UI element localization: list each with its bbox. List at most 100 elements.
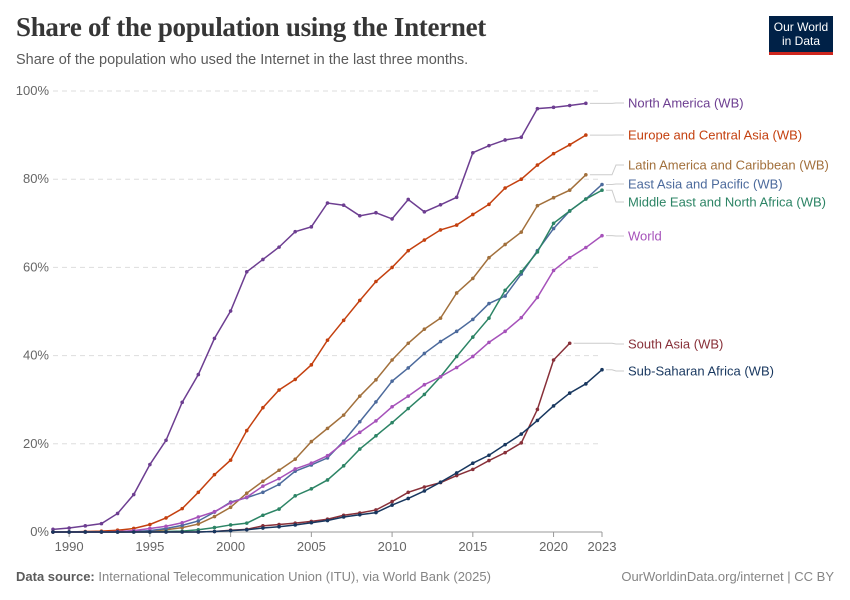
data-point [535,163,540,167]
data-point [406,366,411,370]
y-tick-label: 100% [16,83,50,98]
license-link[interactable]: OurWorldinData.org/internet | CC BY [621,569,834,584]
data-point [374,434,378,438]
data-point [487,143,491,148]
data-point [212,336,217,341]
data-point [535,106,540,111]
data-point [600,182,604,187]
data-point [551,404,556,408]
data-point [422,210,427,214]
data-point [293,229,298,234]
data-point [51,530,55,534]
x-axis: 1990 1995 2000 2005 2010 2015 2020 2023 [53,531,616,554]
owid-logo[interactable]: Our World in Data [769,16,833,55]
data-point [567,188,572,193]
logo-line-1: Our World [773,20,829,34]
x-tick-label: 2020 [539,539,568,554]
data-point [567,391,572,395]
data-point [293,467,298,471]
data-point [67,530,71,534]
data-point [148,530,152,534]
data-point [374,400,378,404]
label-connector [589,164,624,176]
data-source-label: Data source: [16,569,95,584]
series-label: World [628,229,662,244]
data-point [341,203,346,208]
series-label: Europe and Central Asia (WB) [628,128,802,143]
data-point [148,462,152,467]
data-point [309,439,314,444]
data-point [454,291,459,295]
data-point [519,135,524,140]
data-point [357,513,362,517]
series-line [53,369,603,533]
data-point [131,530,136,534]
data-point [438,374,443,379]
logo-line-2: in Data [781,34,821,48]
data-point [244,491,249,495]
data-point [584,172,588,177]
series-line [53,235,603,533]
data-point [422,485,427,489]
data-point [309,363,314,367]
data-point [99,530,104,534]
data-point [454,329,459,334]
data-point [212,509,217,514]
data-point [341,441,346,445]
data-point [277,388,281,392]
data-point [357,430,362,435]
data-point [374,508,378,512]
series-line [52,102,586,531]
data-point [374,378,378,382]
data-point [390,379,394,383]
data-point [325,338,330,342]
series-labels: North America (WB) Europe and Central Asi… [573,96,829,379]
data-point [390,358,394,362]
data-point [438,339,443,344]
data-point [261,526,265,530]
series-europe-and-central-asia-wb [51,133,588,534]
data-source-text: International Telecommunication Union (I… [94,569,491,584]
data-point [390,420,394,425]
data-point [422,238,427,242]
data-point [164,438,168,443]
data-point [309,225,314,229]
data-point [471,467,475,472]
data-point [471,276,475,281]
data-point [277,245,281,249]
data-point [584,133,588,137]
data-point [438,480,443,484]
data-point [519,432,524,436]
data-point [357,214,362,218]
data-point [487,316,491,320]
data-point [487,202,491,207]
data-point [454,473,459,478]
data-point [115,530,120,534]
data-point [196,490,201,495]
label-connector [573,342,624,345]
series-world [51,233,604,534]
data-point [277,476,281,481]
data-point [164,524,168,529]
data-point [406,394,411,398]
data-point [374,210,378,215]
data-point [309,461,314,466]
data-point [212,525,217,530]
data-point [503,450,507,455]
y-tick-label: 80% [23,171,49,186]
data-point [357,394,362,398]
data-point [180,506,184,511]
data-point [406,490,411,495]
data-point [277,482,281,487]
data-point [406,197,411,202]
data-point [600,367,604,372]
x-tick-label: 2000 [216,539,245,554]
data-point [341,318,346,323]
data-point [567,103,572,108]
data-point [567,209,572,213]
series-north-america-wb [51,101,588,532]
data-point [261,479,265,484]
data-point [422,351,427,356]
data-point [567,341,572,346]
data-point [471,317,475,322]
